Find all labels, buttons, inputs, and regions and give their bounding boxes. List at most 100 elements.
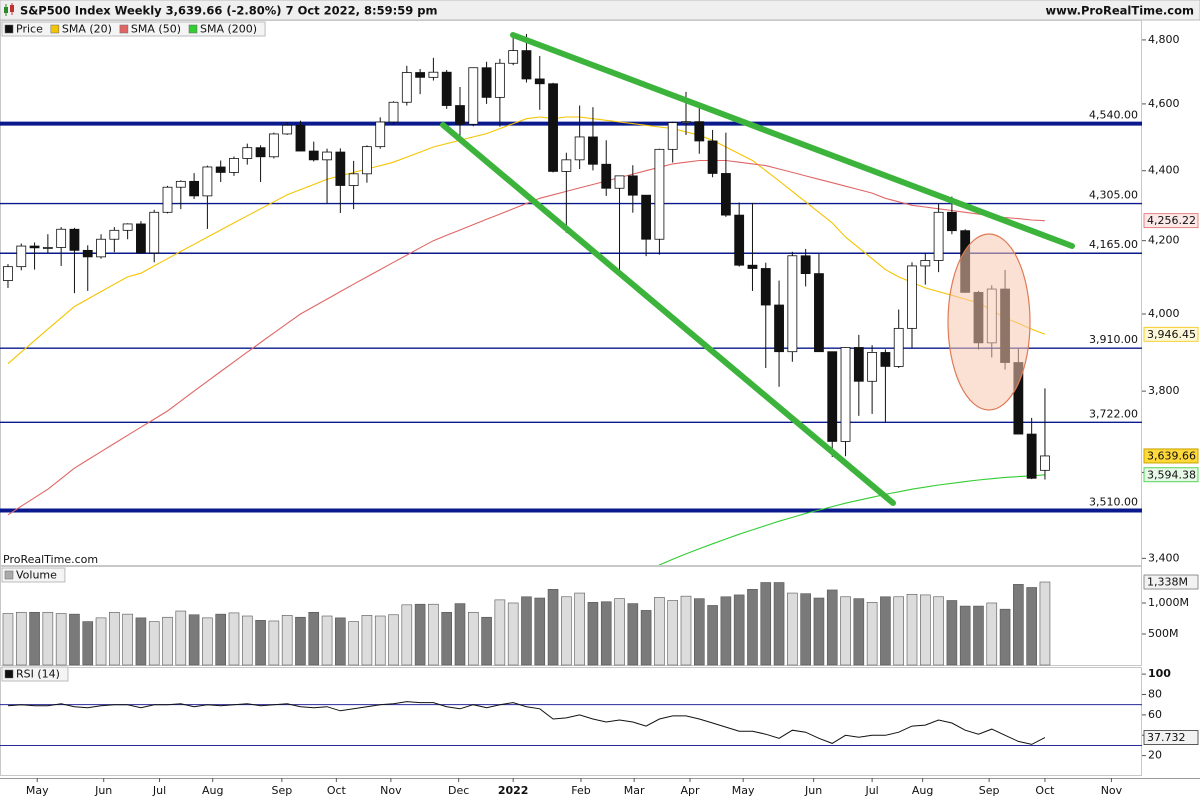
y-tick-label: 1,000M — [1148, 596, 1189, 609]
price-badge: 3,639.66 — [1147, 449, 1196, 462]
level-label: 4,165.00 — [1089, 238, 1138, 251]
volume-bar — [853, 598, 865, 666]
volume-bar — [428, 603, 439, 666]
candle-body — [69, 228, 80, 251]
legend-label: SMA (20) — [62, 23, 112, 36]
sma-badge: 4,256.22 — [1147, 214, 1196, 227]
price-badge-bg — [1143, 448, 1199, 464]
candle-body — [441, 71, 452, 106]
candle-body — [800, 255, 811, 274]
x-tick-label: May — [26, 784, 49, 797]
volume-bar — [268, 620, 280, 666]
y-tick-label: 20 — [1148, 749, 1162, 762]
volume-bar — [973, 605, 984, 666]
x-tick-label: Nov — [1101, 784, 1123, 797]
candle-body — [521, 50, 532, 80]
volume-bar — [361, 615, 373, 666]
volume-bar — [773, 582, 785, 666]
volume-bar — [441, 611, 452, 666]
volume-bar — [29, 611, 40, 666]
candle-body — [136, 223, 146, 254]
candle-body — [415, 72, 426, 78]
candle-body — [534, 78, 545, 85]
sma-badge-bg — [1143, 213, 1199, 229]
candle-body — [681, 121, 691, 124]
sma-line — [658, 474, 1045, 565]
candle-body — [867, 352, 878, 382]
volume-bar — [162, 616, 173, 666]
candle-body — [601, 163, 612, 189]
volume-bar — [95, 617, 107, 666]
sma-line — [7, 159, 1045, 516]
legend-label: Volume — [16, 569, 57, 582]
candle-body — [654, 148, 665, 240]
volume-bar — [640, 610, 652, 666]
x-tick-label: Feb — [571, 784, 590, 797]
volume-bar — [787, 592, 798, 666]
candle-body — [880, 352, 891, 367]
volume-bar — [1013, 584, 1024, 666]
sma-badge-bg — [1143, 467, 1199, 483]
x-tick-label: May — [732, 784, 755, 797]
rsi-badge-bg — [1143, 730, 1199, 745]
candle-body — [29, 245, 40, 249]
candle-body — [720, 173, 731, 216]
candle-body — [455, 105, 465, 125]
candle-body — [946, 211, 957, 232]
candle-body — [893, 327, 904, 367]
candle-body — [362, 146, 372, 175]
x-tick-label: Apr — [680, 784, 700, 797]
candle-body — [242, 147, 253, 159]
y-tick-label: 4,800 — [1148, 33, 1180, 46]
y-tick-label: 4,600 — [1148, 97, 1180, 110]
candle-body — [268, 133, 279, 158]
legend-box — [1, 567, 66, 583]
legend-swatch — [119, 24, 129, 34]
candle-body — [255, 147, 266, 158]
volume-bar — [840, 596, 851, 666]
x-tick-label: 2022 — [498, 784, 529, 797]
sma-badge: 3,594.38 — [1147, 468, 1196, 481]
volume-bar — [374, 615, 386, 666]
volume-bar — [733, 594, 745, 666]
candle-body — [627, 175, 638, 196]
volume-bar — [600, 601, 612, 666]
x-tick-label: Jun — [804, 784, 822, 797]
legend-box — [1, 21, 266, 37]
x-tick-label: Dec — [448, 784, 469, 797]
x-tick-label: Aug — [912, 784, 933, 797]
candle-body — [614, 175, 625, 189]
volume-bar — [574, 592, 585, 666]
volume-bar — [2, 613, 14, 666]
candle-body — [162, 186, 173, 213]
candle-body — [561, 159, 572, 172]
volume-bar — [760, 582, 772, 666]
volume-bar — [1026, 587, 1037, 666]
header-icon — [4, 3, 14, 16]
volume-bar — [1039, 581, 1051, 666]
volume-bar — [255, 620, 266, 666]
candle-body — [774, 304, 784, 353]
rsi-line — [7, 701, 1046, 745]
volume-bar — [521, 596, 532, 666]
candle-body — [82, 249, 93, 258]
legend-box — [1, 666, 69, 682]
candle-body — [295, 124, 306, 152]
volume-bar — [547, 589, 559, 666]
candle-body — [322, 151, 332, 161]
candle-body — [109, 229, 120, 240]
candle-body — [907, 265, 917, 329]
volume-bar — [388, 614, 399, 666]
candle-body — [96, 238, 106, 258]
volume-bar — [15, 611, 27, 666]
legend-swatch — [50, 24, 60, 34]
volume-bar — [813, 597, 825, 666]
volume-bar — [747, 589, 758, 666]
candle-body — [468, 67, 479, 125]
x-tick-label: Jul — [152, 784, 166, 797]
rsi-badge: 37.732 — [1147, 731, 1186, 744]
volume-bar — [720, 596, 732, 666]
candle-body — [388, 101, 399, 123]
x-tick-label: Oct — [1035, 784, 1055, 797]
candle-body — [827, 351, 838, 442]
